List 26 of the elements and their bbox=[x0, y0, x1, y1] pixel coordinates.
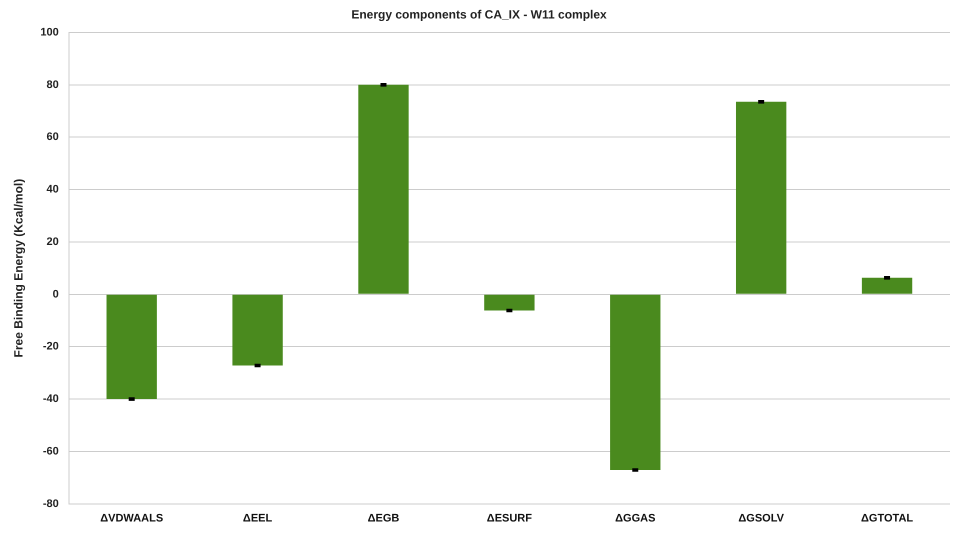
bar bbox=[610, 294, 660, 470]
y-tick-label: -40 bbox=[42, 393, 59, 406]
x-tick-label: ΔGTOTAL bbox=[861, 512, 914, 524]
y-tick-label: -20 bbox=[42, 340, 59, 353]
x-tick-label: ΔVDWAALS bbox=[100, 512, 164, 524]
y-tick-label: -80 bbox=[42, 498, 59, 510]
bar bbox=[484, 294, 535, 311]
x-tick-label: ΔEEL bbox=[242, 512, 273, 524]
bar bbox=[232, 294, 283, 366]
x-tick-label: ΔGSOLV bbox=[738, 512, 785, 524]
y-tick-label: -60 bbox=[42, 445, 59, 458]
x-tick-label: ΔESURF bbox=[486, 512, 532, 524]
y-tick-label: 100 bbox=[40, 26, 59, 38]
x-tick-label: ΔGGAS bbox=[615, 512, 656, 524]
y-tick-label: 20 bbox=[46, 236, 59, 248]
y-tick-label: 60 bbox=[46, 131, 59, 144]
y-tick-label: 0 bbox=[52, 288, 59, 300]
bar bbox=[862, 278, 912, 294]
x-tick-label: ΔEGB bbox=[368, 512, 400, 524]
bar bbox=[106, 294, 157, 400]
chart-title: Energy components of CA_IX - W11 complex bbox=[351, 8, 608, 22]
y-tick-label: 80 bbox=[46, 78, 59, 91]
bar bbox=[358, 84, 409, 294]
y-axis-title: Free Binding Energy (Kcal/mol) bbox=[12, 178, 26, 358]
bar bbox=[736, 102, 786, 294]
y-tick-label: 40 bbox=[46, 184, 59, 196]
